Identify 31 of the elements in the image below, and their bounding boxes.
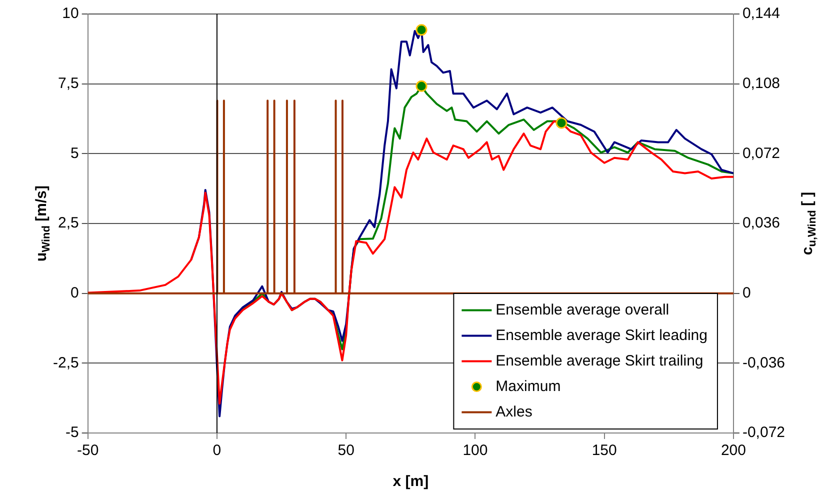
y-tick-label: -2,5: [52, 354, 79, 372]
point: [416, 80, 428, 92]
y-tick-label: 2,5: [58, 214, 79, 232]
x-tick-label: 200: [720, 442, 746, 460]
x-tick-label: 100: [462, 442, 488, 460]
y-axis-title: uWind [m/s]: [33, 186, 53, 262]
y2-tick-label: 0,144: [742, 5, 780, 22]
legend-label: Maximum: [496, 378, 561, 395]
y-tick-label: 10: [62, 5, 79, 22]
x-tick-label: 50: [338, 442, 354, 460]
point: [556, 117, 568, 129]
y-tick-label: -5: [66, 424, 79, 442]
y2-tick-label: 0,036: [742, 214, 780, 232]
x-axis-title: x [m]: [392, 473, 429, 490]
legend-label: Ensemble average overall: [496, 301, 670, 318]
x-tick-label: 0: [212, 442, 222, 460]
y2-tick-label: -0,036: [742, 354, 786, 372]
point: [416, 24, 428, 36]
y2-axis-title: cu,Wind [ ]: [799, 192, 818, 256]
legend-label: Ensemble average Skirt leading: [496, 326, 708, 344]
y2-tick-label: 0,072: [742, 144, 780, 162]
y2-tick-label: -0,072: [742, 424, 786, 442]
y2-tick-label: 0,108: [742, 74, 780, 92]
y2-tick-label: 0: [742, 284, 751, 302]
legend-label: Axles: [496, 403, 532, 420]
legend-label: Ensemble average Skirt trailing: [496, 352, 704, 370]
x-tick-label: -50: [77, 442, 99, 460]
y-tick-label: 5: [70, 144, 79, 162]
y-tick-label: 7,5: [58, 74, 79, 92]
x-tick-label: 150: [592, 442, 617, 460]
y-tick-label: 0: [70, 284, 79, 302]
